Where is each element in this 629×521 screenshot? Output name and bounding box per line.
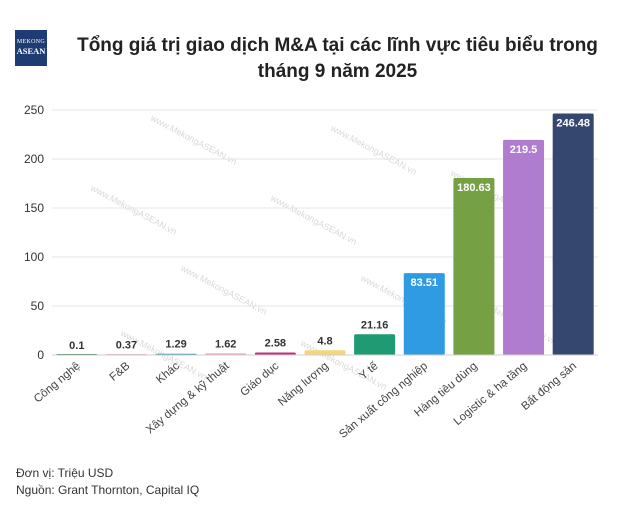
source-note: Nguồn: Grant Thornton, Capital IQ — [16, 483, 200, 497]
x-tick-label: Giáo dục — [238, 360, 281, 399]
watermark-text: www.MekongASEAN.vn — [178, 262, 268, 316]
data-label: 1.29 — [165, 339, 186, 351]
y-tick-label: 100 — [24, 250, 44, 264]
chart-title-line1: Tổng giá trị giao dịch M&A tại các lĩnh … — [77, 35, 598, 56]
data-label: 0.1 — [69, 340, 84, 352]
y-tick-label: 0 — [37, 348, 44, 362]
data-label: 0.37 — [116, 340, 137, 352]
x-tick-label: F&B — [108, 360, 133, 384]
data-label: 4.8 — [317, 335, 332, 347]
data-label: 2.58 — [265, 337, 286, 349]
data-label: 1.62 — [215, 338, 236, 350]
brand-logo-line2: ASEAN — [16, 46, 46, 56]
data-label: 219.5 — [510, 144, 538, 156]
y-tick-label: 150 — [24, 201, 44, 215]
x-tick-label: Năng lượng — [276, 360, 331, 409]
data-label: 246.48 — [556, 117, 590, 129]
watermark-text: www.MekongASEAN.vn — [268, 192, 358, 246]
x-tick-label: Bất động sản — [519, 360, 579, 413]
chart-title: Tổng giá trị giao dịch M&A tại các lĩnh … — [50, 33, 625, 85]
unit-note: Đơn vị: Triệu USD — [16, 466, 114, 480]
x-tick-label: Công nghệ — [32, 360, 83, 405]
data-label: 83.51 — [411, 277, 439, 289]
chart-title-line2: tháng 9 năm 2025 — [257, 61, 418, 82]
y-tick-label: 250 — [24, 103, 44, 117]
brand-logo-line1: MEKONG — [16, 39, 46, 45]
bar — [354, 334, 396, 355]
bar — [453, 177, 495, 355]
data-label: 21.16 — [361, 319, 389, 331]
chart-footer: Đơn vị: Triệu USD Nguồn: Grant Thornton,… — [16, 465, 199, 499]
bar — [403, 273, 445, 355]
bar — [254, 352, 296, 355]
watermark-text: www.MekongASEAN.vn — [328, 122, 418, 176]
bar — [552, 113, 594, 355]
bar — [304, 350, 346, 355]
y-tick-label: 50 — [31, 299, 45, 313]
y-tick-label: 200 — [24, 152, 44, 166]
brand-logo: MEKONG ASEAN — [15, 30, 47, 66]
bar — [503, 139, 545, 355]
data-label: 180.63 — [457, 182, 491, 194]
watermark-text: www.MekongASEAN.vn — [88, 182, 178, 236]
